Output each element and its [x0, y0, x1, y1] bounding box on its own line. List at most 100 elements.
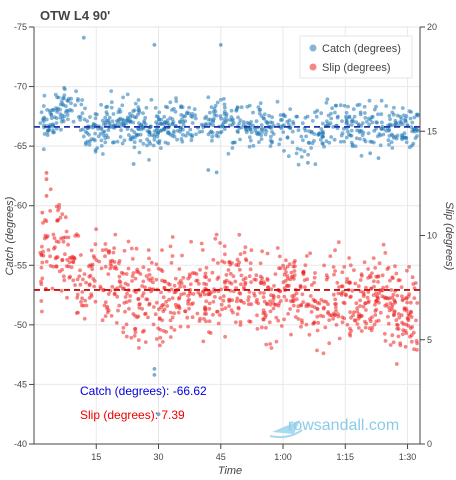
data-point: [390, 110, 395, 115]
data-point: [201, 339, 206, 344]
data-point: [372, 279, 376, 284]
data-point: [311, 321, 316, 326]
data-point: [358, 112, 363, 117]
data-point: [183, 309, 187, 314]
data-point: [308, 294, 313, 298]
data-point: [333, 110, 337, 115]
data-point: [242, 250, 247, 255]
data-point: [388, 343, 393, 347]
data-point: [200, 248, 205, 252]
data-point: [374, 319, 379, 324]
data-point: [191, 292, 196, 296]
data-point: [355, 322, 360, 326]
data-point: [293, 264, 297, 269]
data-point: [94, 227, 98, 232]
data-point: [143, 122, 148, 127]
data-point: [115, 122, 120, 127]
data-point: [368, 319, 373, 324]
data-point: [322, 305, 326, 310]
data-point: [121, 325, 126, 330]
x-axis-label: Time: [218, 465, 242, 477]
data-point: [78, 268, 82, 273]
data-point: [62, 278, 67, 283]
data-point: [207, 306, 212, 311]
data-point: [287, 118, 292, 123]
data-point: [136, 296, 141, 301]
data-point: [136, 127, 141, 132]
data-point: [345, 129, 350, 134]
data-point: [60, 212, 65, 217]
data-point: [132, 140, 137, 145]
data-point: [190, 315, 195, 320]
data-point: [248, 319, 253, 324]
data-point: [269, 134, 273, 139]
data-point: [116, 308, 120, 313]
data-point: [348, 310, 352, 314]
data-point: [286, 312, 290, 316]
data-point: [305, 254, 309, 258]
data-point: [373, 302, 377, 307]
data-point: [159, 290, 163, 295]
data-point: [107, 249, 112, 253]
data-point: [161, 295, 166, 300]
data-point: [265, 301, 269, 306]
data-point: [247, 274, 252, 279]
data-point: [143, 311, 148, 316]
data-point: [262, 282, 266, 286]
data-point: [132, 108, 137, 113]
data-point: [317, 131, 321, 136]
data-point: [170, 254, 175, 258]
data-point: [394, 136, 399, 141]
data-point: [254, 278, 258, 282]
data-point: [159, 146, 163, 151]
data-point: [154, 277, 159, 282]
data-point: [150, 276, 155, 281]
data-point: [386, 138, 391, 143]
data-point: [51, 232, 56, 237]
data-point: [128, 119, 133, 124]
data-point: [358, 278, 363, 282]
data-point: [128, 137, 133, 142]
data-point: [241, 120, 246, 124]
data-point: [179, 137, 184, 141]
data-point: [93, 299, 98, 304]
data-point: [214, 133, 219, 138]
data-point: [400, 320, 404, 325]
slip-series: [38, 171, 420, 366]
data-point: [147, 256, 151, 261]
data-point: [211, 299, 216, 304]
data-point: [170, 117, 175, 122]
data-point: [341, 126, 346, 131]
data-point: [152, 134, 157, 139]
data-point: [281, 280, 286, 285]
data-point: [164, 121, 169, 126]
data-point: [217, 313, 222, 317]
data-point: [130, 279, 135, 283]
data-point: [178, 129, 182, 134]
data-point: [75, 295, 80, 300]
data-point: [333, 297, 338, 302]
data-point: [376, 156, 381, 161]
data-point: [176, 310, 181, 315]
data-point: [238, 323, 243, 327]
data-point: [321, 134, 325, 139]
data-point: [386, 296, 390, 301]
data-point: [152, 137, 157, 142]
data-point: [75, 277, 80, 282]
data-point: [126, 306, 131, 311]
data-point: [255, 297, 259, 302]
data-point: [235, 296, 240, 301]
data-point: [321, 121, 325, 126]
data-point: [211, 257, 216, 262]
data-point: [313, 299, 318, 304]
data-point: [313, 162, 318, 167]
data-point: [105, 112, 110, 117]
data-point: [225, 118, 229, 122]
data-point: [93, 131, 97, 136]
data-point: [158, 327, 163, 332]
data-point: [235, 106, 240, 110]
data-point: [206, 168, 211, 172]
data-point: [48, 254, 52, 259]
data-point: [68, 107, 72, 112]
data-point: [173, 276, 178, 281]
